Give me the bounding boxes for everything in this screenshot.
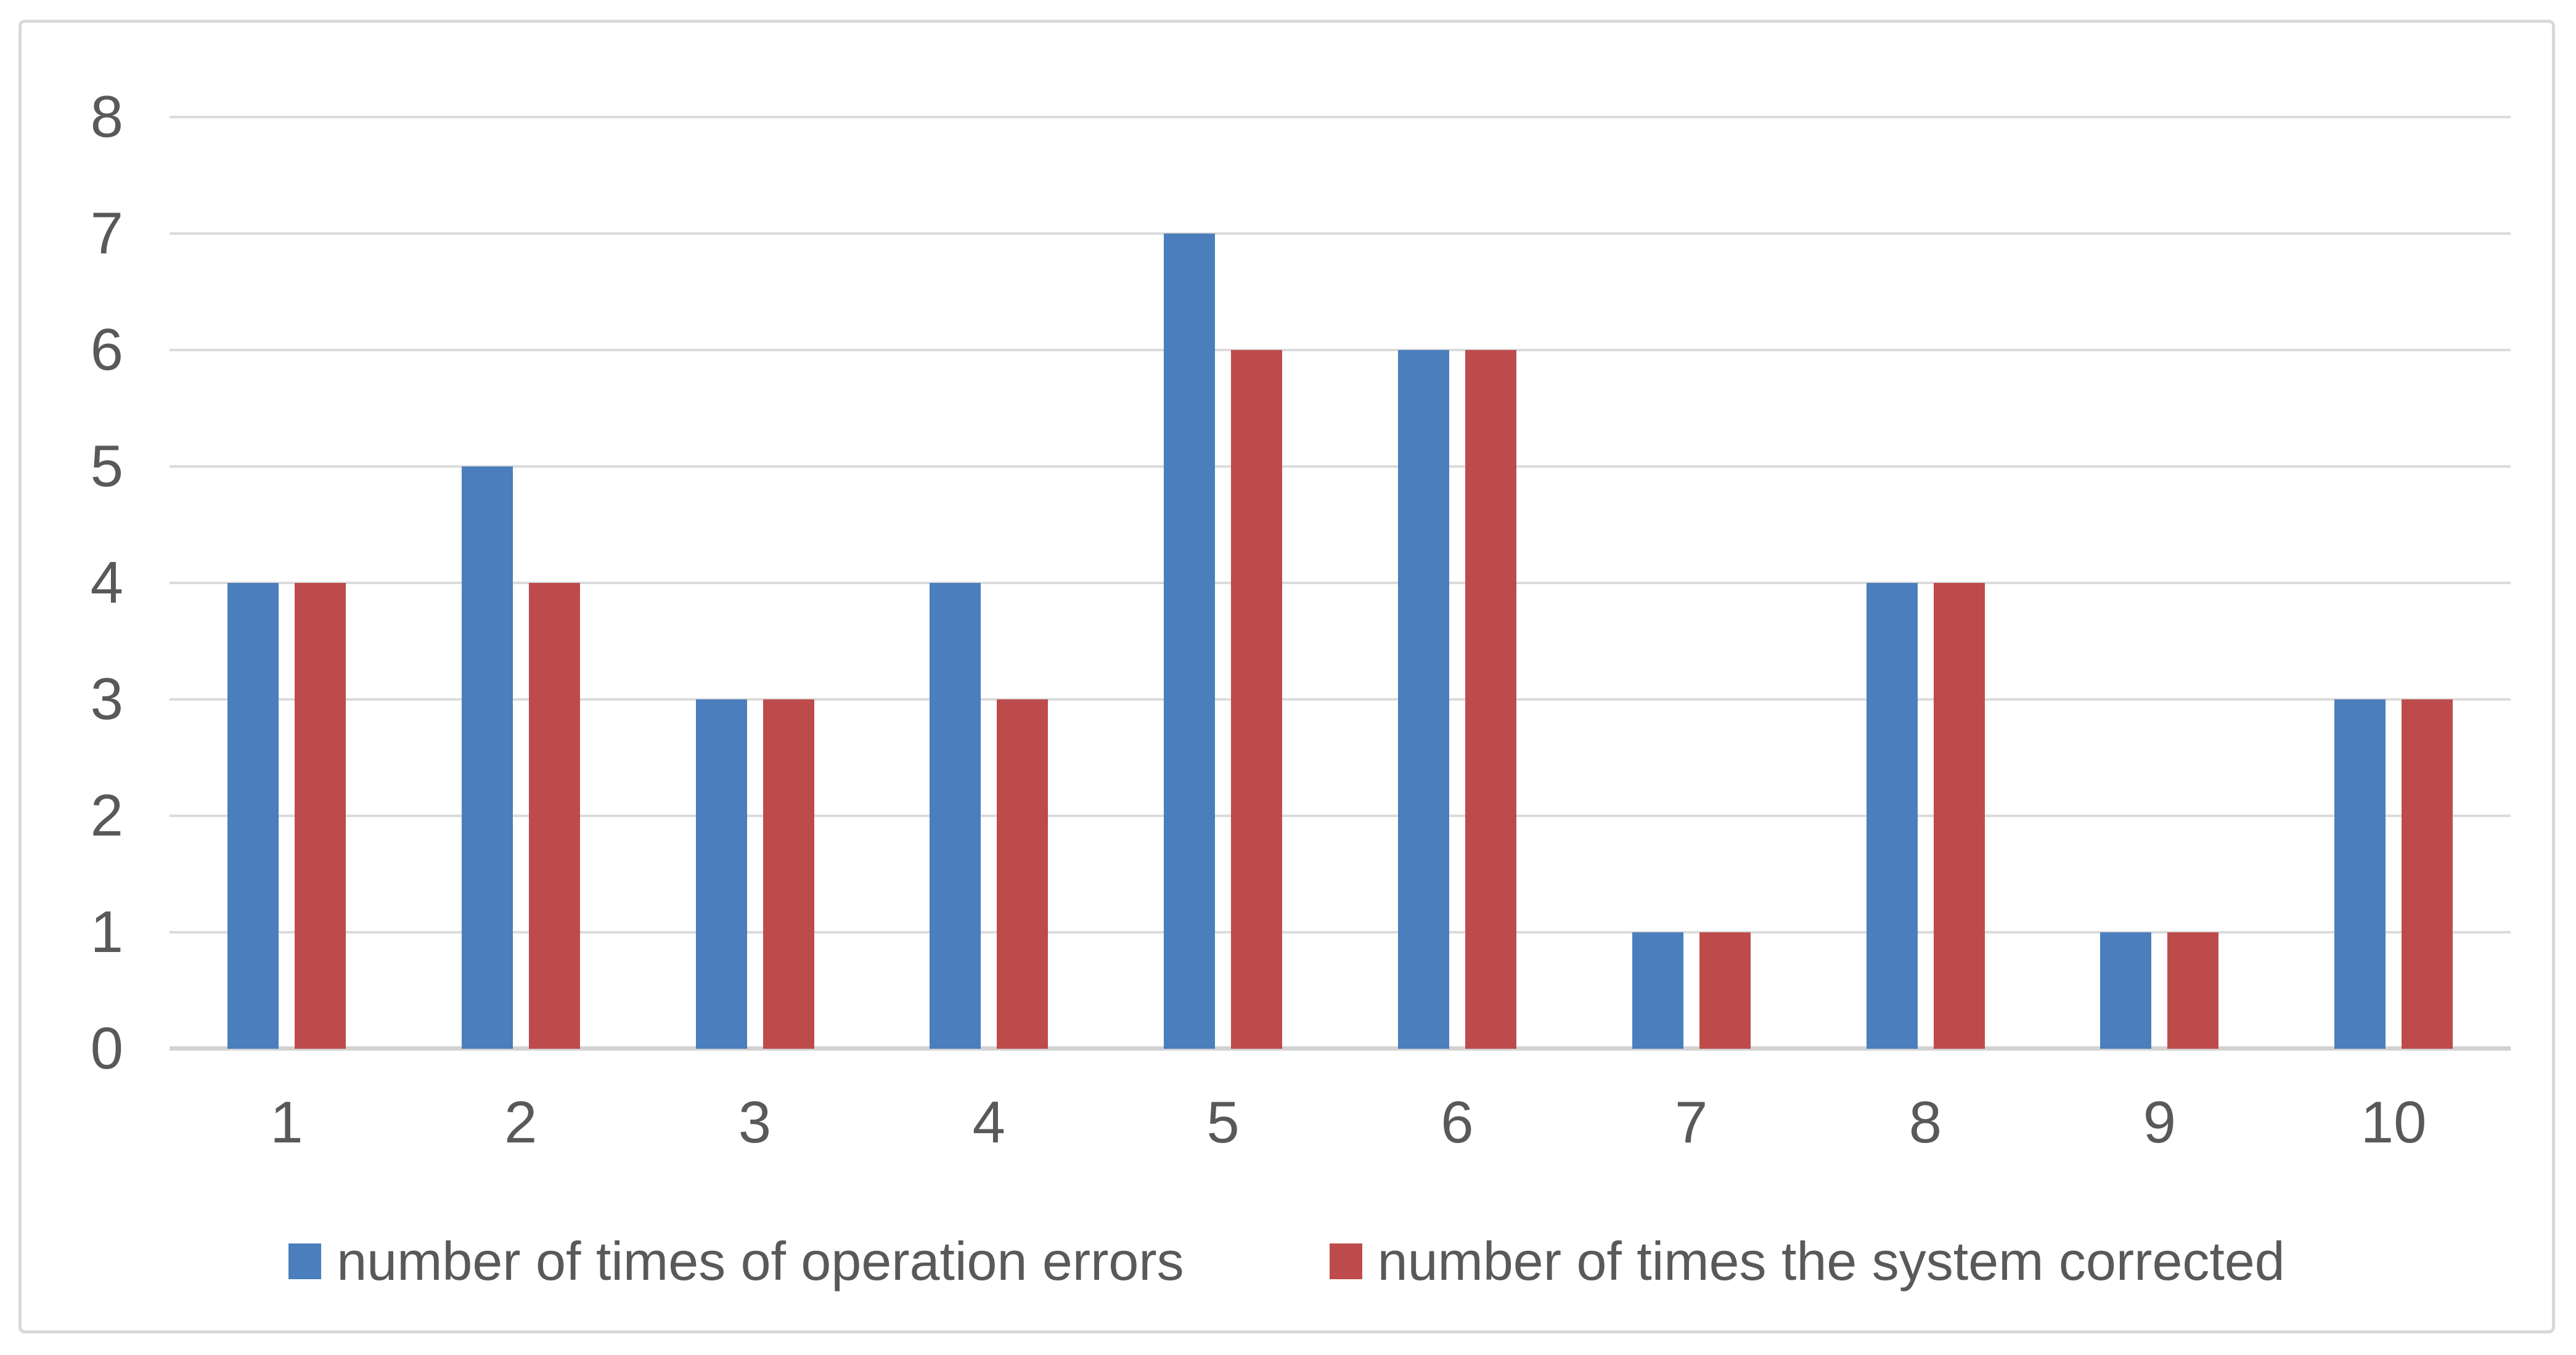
legend-entry-system-corrected: number of times the system corrected	[1329, 1230, 2285, 1293]
legend: number of times of operation errors numb…	[22, 1223, 2552, 1300]
bar-operation-errors-8	[1866, 583, 1918, 1049]
plot-area	[170, 116, 2511, 1051]
legend-swatch-operation-errors	[288, 1243, 322, 1279]
gridline	[170, 698, 2511, 701]
bar-system-corrected-2	[528, 583, 580, 1049]
bar-system-corrected-1	[294, 583, 346, 1049]
bar-system-corrected-6	[1465, 350, 1516, 1049]
bar-operation-errors-5	[1164, 234, 1216, 1049]
bar-operation-errors-4	[930, 583, 981, 1049]
bar-system-corrected-8	[1933, 583, 1985, 1049]
gridline	[170, 815, 2511, 817]
bar-system-corrected-9	[2167, 932, 2219, 1049]
x-category-label: 5	[1206, 1089, 1240, 1155]
gridline	[170, 232, 2511, 235]
x-category-label: 4	[972, 1089, 1005, 1155]
x-category-label: 3	[738, 1089, 772, 1155]
chart-frame: 0 1 2 3 4 5 6 7 8 1 2 3 4 5 6 7 8 9 10 number of times of…	[18, 20, 2555, 1333]
y-tick-label: 4	[90, 550, 123, 616]
bar-system-corrected-4	[997, 699, 1049, 1049]
bar-system-corrected-7	[1699, 932, 1751, 1049]
bar-operation-errors-9	[2100, 932, 2152, 1049]
x-category-label: 6	[1441, 1089, 1474, 1155]
x-category-label: 1	[270, 1089, 303, 1155]
gridline	[170, 349, 2511, 351]
bar-operation-errors-2	[461, 466, 513, 1049]
bar-system-corrected-5	[1231, 350, 1283, 1049]
bar-system-corrected-3	[763, 699, 814, 1049]
x-category-label: 7	[1675, 1089, 1708, 1155]
x-category-label: 2	[504, 1089, 538, 1155]
bar-operation-errors-3	[695, 699, 747, 1049]
gridline	[170, 116, 2511, 118]
legend-label-operation-errors: number of times of operation errors	[337, 1231, 1184, 1292]
y-tick-label: 0	[90, 1015, 123, 1081]
legend-entry-operation-errors: number of times of operation errors	[288, 1230, 1184, 1293]
y-tick-label: 1	[90, 899, 123, 965]
x-category-label: 8	[1908, 1089, 1942, 1155]
x-category-label: 10	[2360, 1089, 2427, 1155]
y-tick-label: 8	[90, 84, 123, 150]
y-tick-label: 2	[90, 783, 123, 848]
bar-operation-errors-6	[1397, 350, 1449, 1049]
y-tick-label: 6	[90, 317, 123, 383]
bar-operation-errors-1	[227, 583, 279, 1049]
y-tick-label: 3	[90, 666, 123, 732]
gridline	[170, 931, 2511, 934]
x-category-label: 9	[2143, 1089, 2176, 1155]
bar-operation-errors-7	[1632, 932, 1683, 1049]
gridline	[170, 465, 2511, 468]
legend-swatch-system-corrected	[1329, 1243, 1362, 1279]
y-tick-label: 7	[90, 200, 123, 266]
legend-label-system-corrected: number of times the system corrected	[1377, 1231, 2285, 1292]
x-axis-line	[170, 1046, 2511, 1051]
y-tick-label: 5	[90, 433, 123, 499]
gridline	[170, 582, 2511, 584]
bar-operation-errors-10	[2334, 699, 2386, 1049]
bar-system-corrected-10	[2402, 699, 2453, 1049]
